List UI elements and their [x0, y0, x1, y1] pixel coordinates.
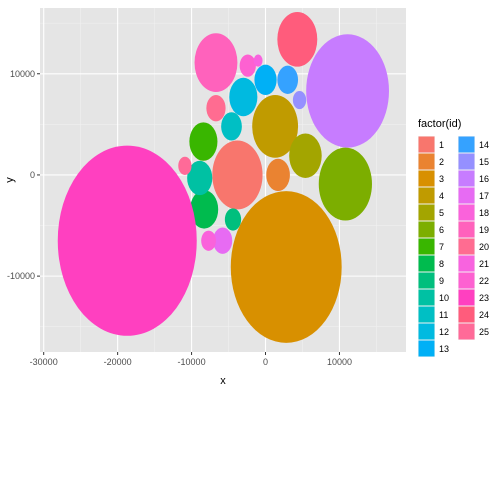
legend-key-25 [458, 323, 475, 340]
legend-key-24 [458, 306, 475, 323]
circle-24 [178, 156, 192, 175]
legend-key-9 [418, 272, 435, 289]
circle-20 [206, 95, 226, 122]
legend-label-11: 11 [439, 310, 448, 320]
circle-11 [221, 112, 242, 141]
legend-label-25: 25 [479, 327, 489, 337]
legend-key-10 [418, 289, 435, 306]
legend-key-12 [418, 323, 435, 340]
legend-key-5 [418, 204, 435, 221]
legend-label-5: 5 [439, 208, 444, 218]
circle-25 [277, 12, 318, 67]
circle-23 [57, 145, 197, 336]
x-tick-label: -20000 [104, 357, 132, 367]
legend-label-1: 1 [439, 140, 444, 150]
circle-6 [318, 147, 372, 221]
circle-16 [306, 34, 389, 148]
y-tick-label: 0 [30, 170, 35, 180]
circles-layer [57, 12, 389, 343]
legend-label-19: 19 [479, 225, 489, 235]
legend-key-19 [458, 221, 475, 238]
legend-key-22 [458, 272, 475, 289]
legend-key-2 [418, 153, 435, 170]
legend-key-20 [458, 238, 475, 255]
y-axis: -10000 0 10000 [7, 69, 40, 281]
legend-key-21 [458, 255, 475, 272]
legend-title: factor(id) [418, 118, 461, 130]
circle-2 [266, 158, 290, 192]
circle-13 [254, 64, 277, 96]
x-tick-label: -30000 [30, 357, 58, 367]
circle-10 [187, 160, 213, 196]
x-tick-label: 10000 [327, 357, 352, 367]
legend-key-1 [418, 136, 435, 153]
legend-label-20: 20 [479, 242, 489, 252]
circle-21 [239, 54, 256, 77]
legend-key-18 [458, 204, 475, 221]
circle-14 [277, 65, 299, 95]
legend-label-2: 2 [439, 157, 444, 167]
circle-1 [212, 140, 263, 210]
y-tick-label: -10000 [7, 271, 35, 281]
legend-label-16: 16 [479, 174, 489, 184]
circle-3 [230, 191, 342, 343]
legend-label-18: 18 [479, 208, 489, 218]
legend-label-6: 6 [439, 225, 444, 235]
legend-label-10: 10 [439, 293, 449, 303]
legend-label-13: 13 [439, 344, 449, 354]
circle-9 [224, 208, 242, 231]
circle-18 [201, 230, 216, 251]
legend-label-8: 8 [439, 259, 444, 269]
legend-key-16 [458, 170, 475, 187]
circle-4 [252, 95, 299, 158]
legend-key-7 [418, 238, 435, 255]
y-tick-label: 10000 [10, 69, 35, 79]
x-axis-title: x [220, 375, 226, 387]
legend-key-4 [418, 187, 435, 204]
legend-label-24: 24 [479, 310, 489, 320]
circle-8 [190, 190, 219, 229]
circle-17 [213, 227, 233, 254]
circle-19 [194, 33, 238, 92]
legend-label-4: 4 [439, 191, 444, 201]
legend-key-17 [458, 187, 475, 204]
legend-label-17: 17 [479, 191, 489, 201]
circle-5 [289, 133, 322, 178]
x-tick-label: -10000 [178, 357, 206, 367]
legend-key-14 [458, 136, 475, 153]
circle-15 [292, 90, 307, 110]
legend-label-9: 9 [439, 276, 444, 286]
legend-key-11 [418, 306, 435, 323]
x-tick-label: 0 [263, 357, 268, 367]
y-axis-title: y [4, 177, 16, 183]
legend-label-22: 22 [479, 276, 489, 286]
legend-label-14: 14 [479, 140, 489, 150]
legend-key-3 [418, 170, 435, 187]
legend-key-15 [458, 153, 475, 170]
legend-key-13 [418, 340, 435, 357]
legend-label-7: 7 [439, 242, 444, 252]
legend-label-12: 12 [439, 327, 449, 337]
circle-7 [189, 122, 218, 161]
legend-label-15: 15 [479, 157, 489, 167]
circle-12 [229, 77, 258, 117]
legend: factor(id) 12345678910111213141516171819… [418, 118, 489, 357]
legend-label-21: 21 [479, 259, 489, 269]
legend-key-8 [418, 255, 435, 272]
legend-key-6 [418, 221, 435, 238]
legend-label-23: 23 [479, 293, 489, 303]
circle-22 [253, 54, 263, 67]
x-axis: -30000 -20000 -10000 0 10000 [30, 352, 352, 367]
legend-key-23 [458, 289, 475, 306]
legend-label-3: 3 [439, 174, 444, 184]
